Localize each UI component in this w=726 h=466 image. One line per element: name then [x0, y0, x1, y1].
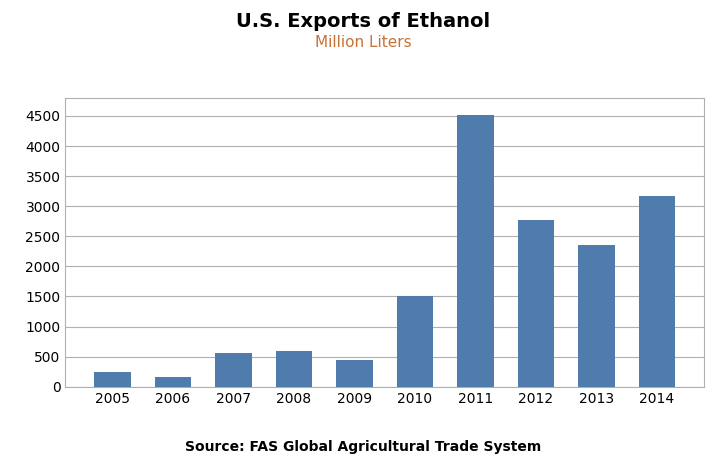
Bar [579, 245, 615, 387]
Bar [155, 377, 191, 387]
Bar [397, 296, 433, 387]
Bar [639, 196, 675, 387]
Text: Million Liters: Million Liters [314, 35, 412, 50]
Text: Source: FAS Global Agricultural Trade System: Source: FAS Global Agricultural Trade Sy… [185, 440, 541, 454]
Bar [457, 115, 494, 387]
Bar [336, 360, 372, 387]
Bar [518, 220, 554, 387]
Bar [94, 372, 131, 387]
Bar [276, 351, 312, 387]
Text: U.S. Exports of Ethanol: U.S. Exports of Ethanol [236, 12, 490, 31]
Bar [216, 353, 252, 387]
